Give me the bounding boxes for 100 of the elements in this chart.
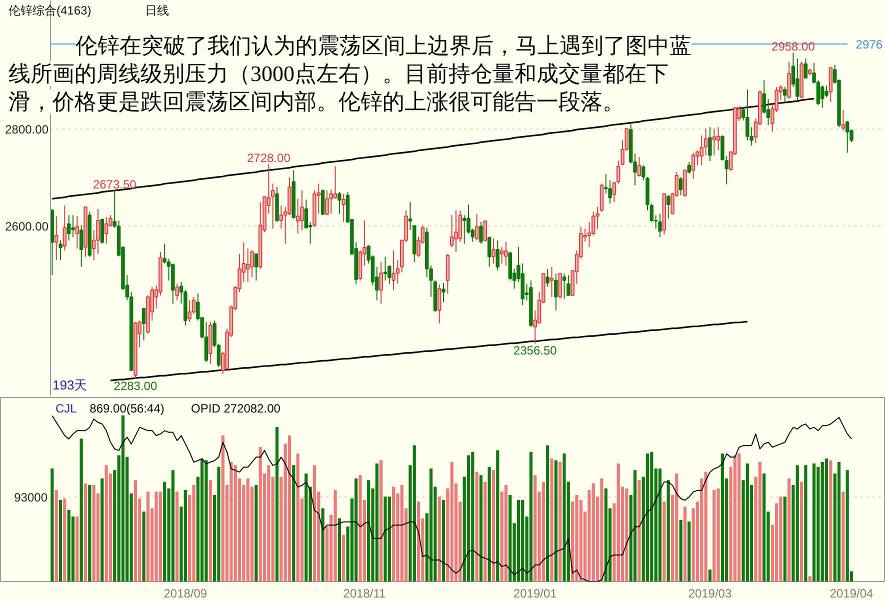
bar <box>275 427 279 582</box>
candlestick <box>687 161 692 174</box>
bar <box>708 570 712 582</box>
bar <box>67 510 70 582</box>
bar <box>334 490 337 582</box>
candlestick <box>342 193 346 222</box>
candlestick <box>841 110 846 132</box>
bar <box>504 485 508 582</box>
chart-title: 伦锌综合(4163) <box>8 4 92 18</box>
bar <box>638 480 641 582</box>
candlestick <box>637 156 642 177</box>
bar <box>258 446 262 582</box>
candlestick <box>824 85 828 98</box>
x-tick-label: 2019/04 <box>830 586 874 600</box>
bar <box>679 520 682 582</box>
bar <box>471 452 474 582</box>
candlestick <box>71 214 75 238</box>
candlestick <box>79 224 84 268</box>
bar <box>788 478 791 582</box>
bar <box>516 500 520 582</box>
text: OPID 272082.00 <box>191 402 281 416</box>
bar <box>400 485 404 582</box>
bar <box>546 445 550 582</box>
bar <box>716 488 720 582</box>
bar <box>688 522 691 582</box>
candlestick <box>162 243 166 264</box>
bar <box>829 460 832 582</box>
bar <box>704 472 708 582</box>
candlestick <box>458 210 462 242</box>
candlestick <box>100 218 104 244</box>
candlestick <box>479 221 483 244</box>
annotation: 2356.50 <box>513 344 558 358</box>
bar <box>254 485 258 582</box>
bar <box>142 512 146 582</box>
bar <box>50 468 54 582</box>
text: CJL <box>56 402 78 416</box>
bar <box>163 482 166 582</box>
candlestick <box>787 61 791 100</box>
y-tick-label: 2600.00 <box>5 219 49 234</box>
candlestick <box>691 152 696 180</box>
candlestick <box>254 253 258 281</box>
bar <box>338 518 341 582</box>
bar <box>842 492 845 582</box>
candlestick <box>796 58 800 101</box>
bar <box>367 480 370 582</box>
bar <box>808 576 812 582</box>
bar <box>200 458 204 582</box>
bar <box>758 462 762 582</box>
bar <box>650 452 654 582</box>
candlestick <box>104 216 108 244</box>
candlestick <box>62 204 67 251</box>
bar <box>479 475 483 582</box>
x-tick-label: 2018/11 <box>343 586 386 600</box>
bar <box>267 465 270 582</box>
bar <box>554 460 558 582</box>
candlestick <box>320 189 325 216</box>
bar <box>246 478 250 582</box>
bar <box>658 468 662 582</box>
bar <box>158 492 162 582</box>
bar <box>508 495 512 582</box>
bar <box>292 465 296 582</box>
bar <box>820 462 824 582</box>
candlestick <box>474 214 479 241</box>
candlestick <box>783 86 787 103</box>
bar <box>529 452 532 582</box>
candlestick <box>142 308 146 341</box>
bar <box>358 475 362 582</box>
bar <box>600 478 604 582</box>
bar <box>184 490 187 582</box>
bar <box>134 480 138 582</box>
candlestick <box>716 126 720 151</box>
bar <box>475 472 478 582</box>
bar <box>837 462 841 582</box>
bar <box>388 496 391 582</box>
candlestick <box>550 266 554 298</box>
candlestick <box>554 273 558 311</box>
candlestick <box>666 194 670 220</box>
bar <box>712 490 716 582</box>
bar <box>80 438 83 582</box>
candlestick <box>75 216 80 250</box>
annotation: 伦锌在突破了我们认为的震荡区间上边界后，马上遇到了图中蓝线所画的周线级别压力（3000点左右）。目前持仓量和成交量都在下滑，价格更是跌回震荡区间内部。伦锌的上涨很可能告一段落。 <box>8 33 692 114</box>
candlestick <box>388 264 392 284</box>
candlestick <box>496 240 500 271</box>
bar <box>54 490 58 582</box>
candlestick <box>325 190 329 216</box>
candlestick <box>678 176 683 196</box>
bar <box>288 435 292 582</box>
candlestick <box>188 300 192 323</box>
bar <box>375 464 378 582</box>
line-series <box>110 320 748 382</box>
bar <box>733 455 736 582</box>
candlestick <box>392 250 396 291</box>
annotation: 2673.50 <box>92 177 137 192</box>
bar <box>550 458 554 582</box>
bar <box>558 462 562 582</box>
bar <box>304 473 308 582</box>
bar <box>208 480 212 582</box>
candlestick <box>612 181 616 203</box>
bar <box>625 488 628 582</box>
candlestick <box>712 128 716 156</box>
